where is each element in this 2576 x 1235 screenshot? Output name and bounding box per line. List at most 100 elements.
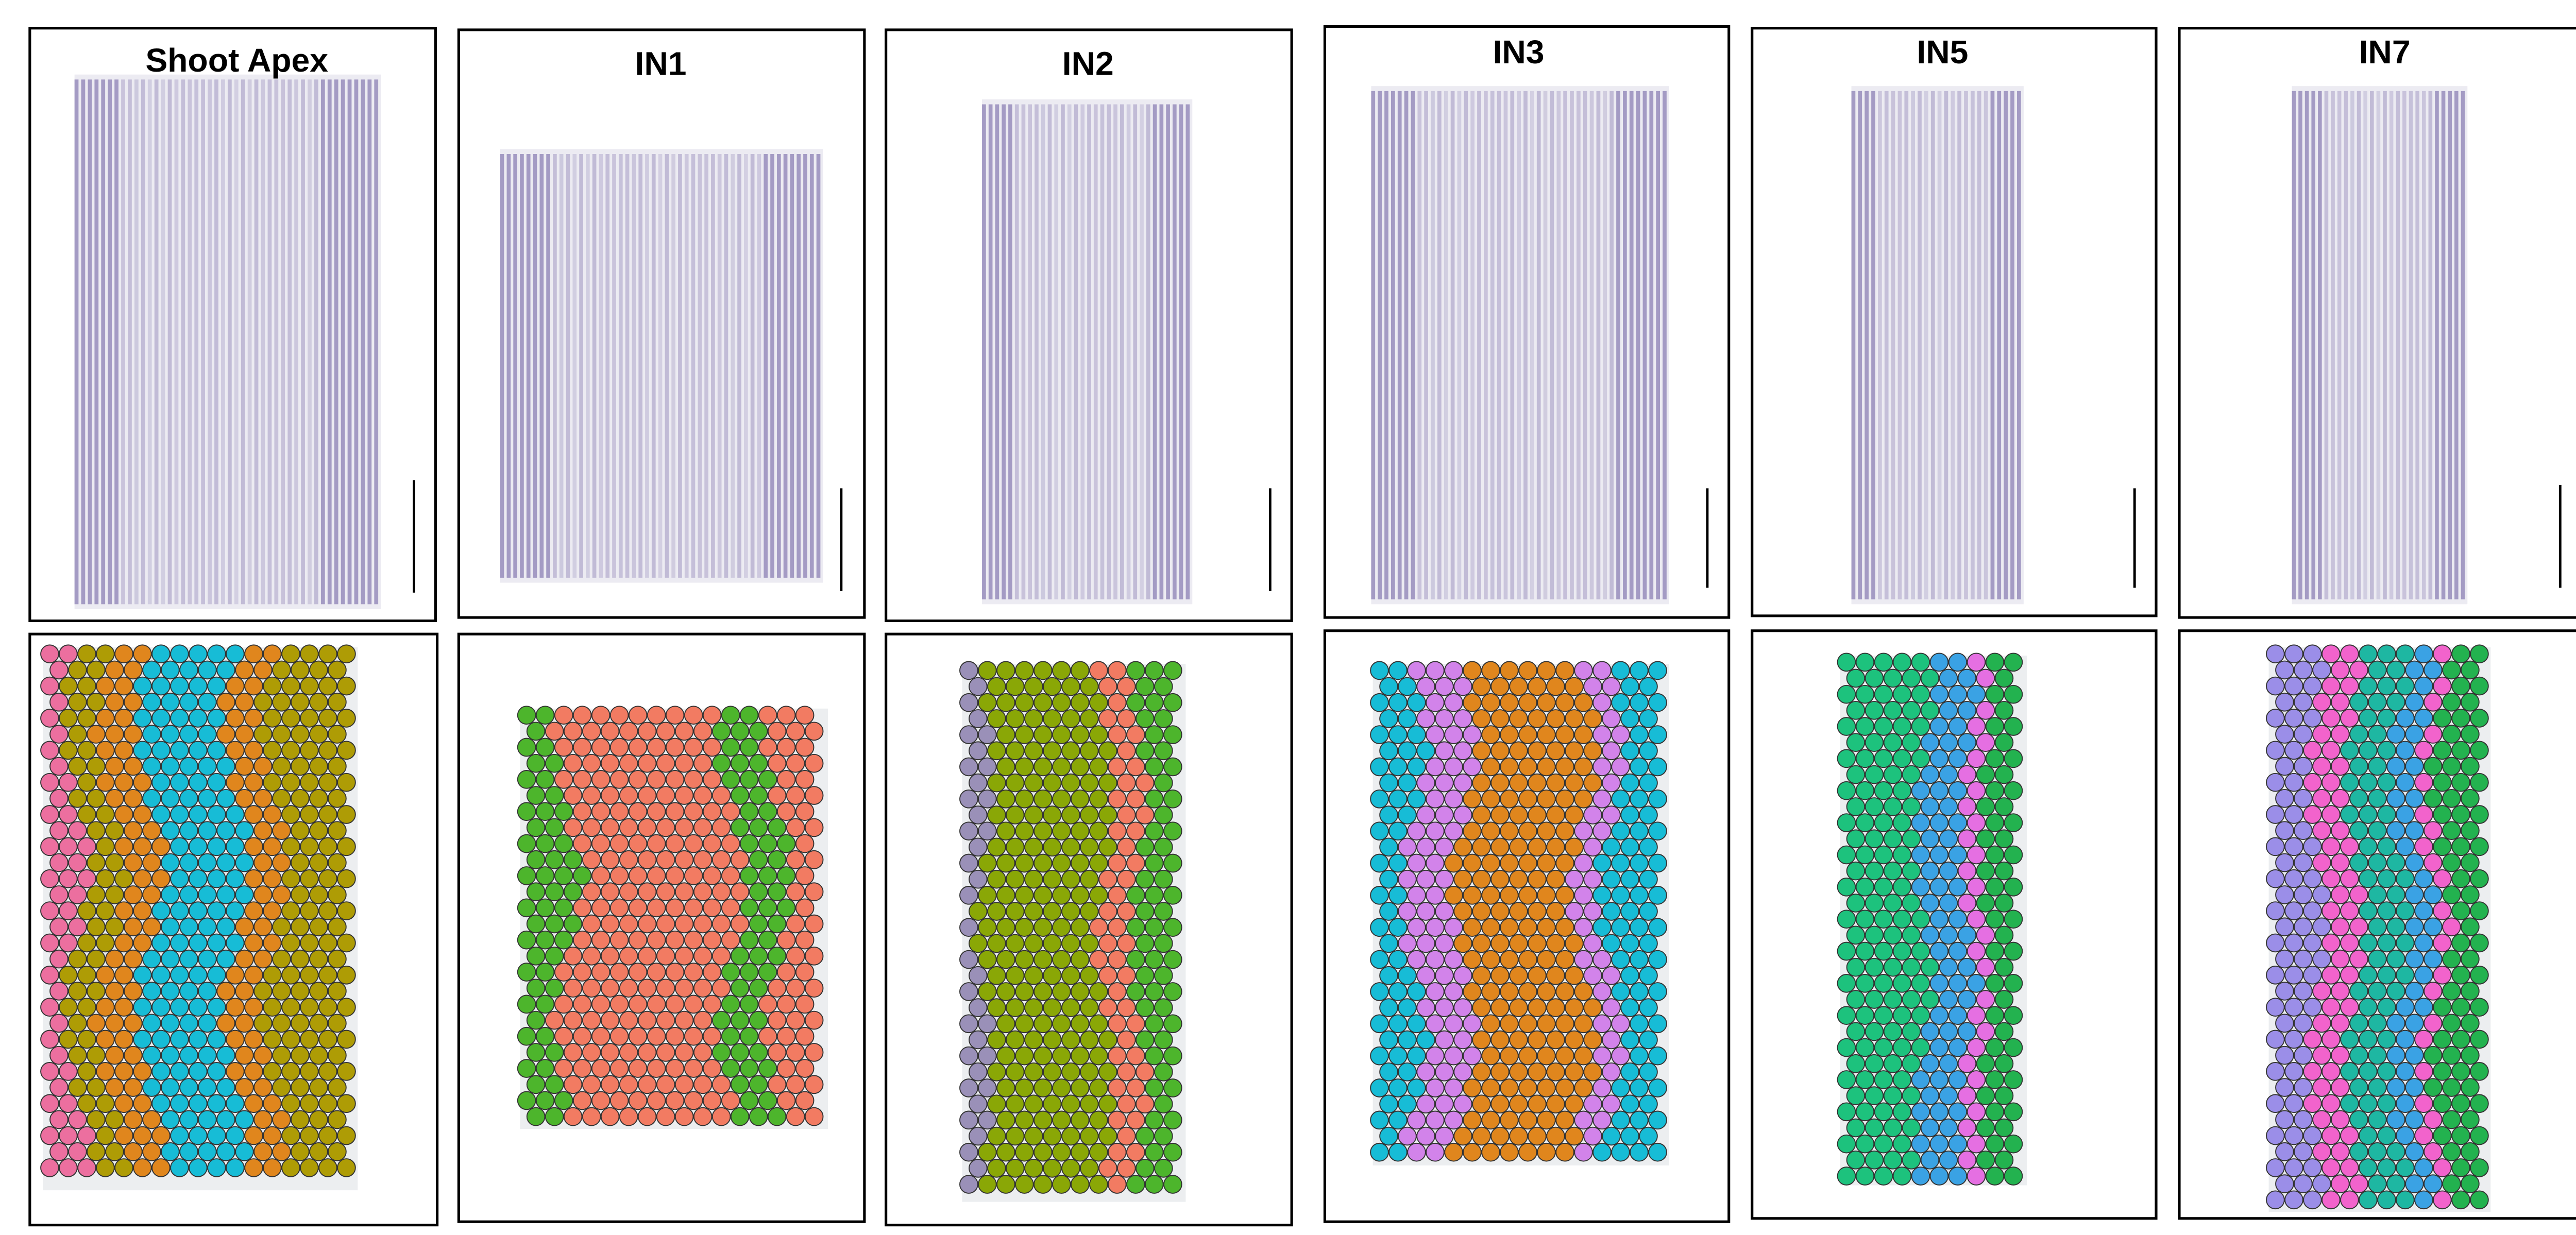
spot [170, 1062, 189, 1081]
spot [2442, 757, 2461, 776]
spot [1555, 789, 1574, 809]
spot [1929, 781, 1949, 800]
spot [189, 837, 208, 856]
spot [216, 660, 235, 680]
spot [291, 757, 310, 776]
spot [235, 821, 254, 841]
spot [105, 725, 124, 744]
spot [2266, 676, 2285, 696]
spot [517, 1091, 536, 1110]
spot [1546, 741, 1565, 761]
spot [114, 869, 133, 888]
spot [1126, 950, 1145, 969]
tissue-stripe [803, 154, 807, 578]
spot [151, 644, 171, 664]
spot [1154, 805, 1173, 825]
spot [114, 933, 133, 953]
spot [96, 676, 115, 696]
spot [582, 1107, 601, 1126]
spot [1388, 693, 1408, 712]
spot [1939, 765, 1958, 784]
spot [1911, 1038, 1930, 1057]
spot [1033, 853, 1053, 873]
spot [1537, 693, 1556, 712]
spot [1398, 677, 1417, 696]
spot [40, 1094, 59, 1113]
tissue-stripe [314, 79, 318, 605]
spot [730, 1107, 750, 1126]
spot [226, 676, 245, 696]
spot [337, 837, 356, 856]
spot [1024, 773, 1043, 793]
spot [730, 1010, 750, 1030]
spot [1929, 1038, 1949, 1057]
spot [226, 644, 245, 664]
spot [291, 885, 310, 904]
tissue-stripe [1623, 91, 1627, 599]
spot [142, 949, 161, 969]
tissue-stripe [241, 79, 245, 605]
spot [1583, 1062, 1602, 1082]
spot [1892, 1102, 1912, 1122]
spot [702, 770, 722, 789]
spot [59, 676, 78, 696]
spot [1874, 974, 1893, 993]
spot [1388, 853, 1408, 873]
spot [2294, 949, 2313, 969]
spot [721, 930, 740, 950]
spot [2266, 998, 2285, 1017]
tissue-stripe [1417, 91, 1422, 599]
spot [216, 885, 235, 904]
tissue-stripe [1179, 104, 1183, 599]
spot [1089, 1175, 1108, 1194]
spot [1630, 853, 1649, 873]
spot [105, 1014, 124, 1033]
spot [600, 1075, 620, 1094]
spot [1883, 894, 1903, 913]
tissue-stripe [750, 154, 755, 578]
spot [179, 821, 198, 841]
spot [2386, 1110, 2405, 1129]
spot [2396, 1158, 2415, 1177]
spot [2331, 1014, 2350, 1033]
spot [1416, 709, 1435, 728]
spot [291, 788, 310, 808]
spot [1015, 1046, 1034, 1066]
spot [1985, 717, 2005, 736]
spot [1639, 966, 1658, 985]
spot [987, 1159, 1006, 1178]
spot [1967, 653, 1986, 672]
spot [1929, 1070, 1949, 1089]
spot [545, 946, 564, 966]
spot [1136, 902, 1155, 921]
spot [1985, 1167, 2005, 1186]
spot [1416, 1094, 1435, 1114]
spot [1006, 1126, 1025, 1146]
spot [2386, 725, 2405, 744]
spot [1639, 998, 1658, 1017]
spot [318, 933, 337, 953]
spot [291, 917, 310, 937]
spot [1948, 1070, 1968, 1089]
spot [1883, 1022, 1903, 1041]
spot [1043, 773, 1062, 793]
spot [1555, 918, 1574, 937]
tissue-stripe [2389, 91, 2394, 599]
spot [2321, 965, 2341, 985]
spot [1145, 725, 1164, 744]
spot [1015, 821, 1034, 841]
spot [1435, 1062, 1454, 1082]
spot [1509, 869, 1528, 889]
spot [1537, 1110, 1556, 1130]
spot [263, 676, 282, 696]
spot [1855, 717, 1875, 736]
spot [244, 741, 263, 760]
spot [1444, 757, 1463, 777]
spot [628, 1059, 648, 1078]
tissue-stripe [1391, 91, 1395, 599]
spot [1892, 749, 1912, 768]
spot [49, 660, 69, 680]
spot [207, 1030, 226, 1049]
tissue-stripe [1153, 104, 1157, 599]
spot [721, 898, 740, 918]
